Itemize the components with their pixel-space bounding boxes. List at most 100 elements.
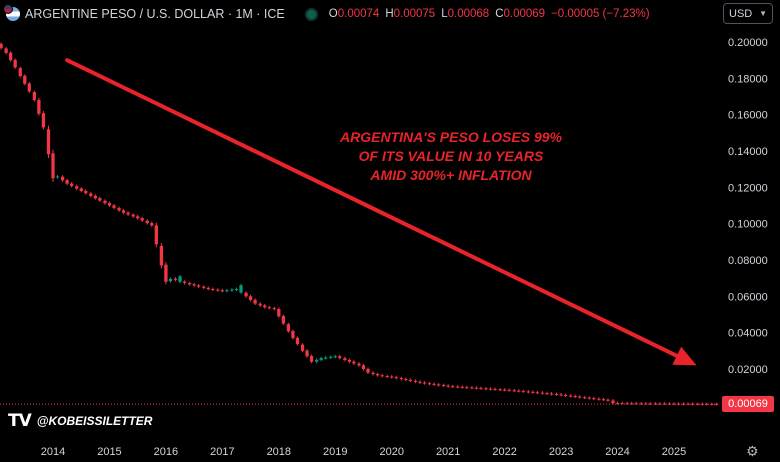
change-value: −0.00005 (−7.23%)	[551, 8, 650, 20]
candle-body	[314, 359, 319, 362]
candle-body	[145, 220, 149, 224]
candle-body	[4, 48, 8, 53]
candle-body	[338, 356, 342, 359]
candle-body	[446, 385, 450, 387]
candle-body	[507, 389, 511, 391]
candle-body	[140, 218, 144, 221]
candle-body	[239, 285, 243, 293]
candle-body	[394, 377, 398, 379]
candle-body	[9, 52, 13, 61]
x-tick-label: 2022	[492, 446, 516, 458]
candle-body	[690, 403, 695, 405]
candle-body	[606, 399, 610, 401]
candle-body	[418, 381, 422, 383]
candle-body	[295, 337, 300, 345]
candle-body	[545, 393, 549, 395]
candle-body	[352, 361, 356, 364]
candle-body	[648, 403, 652, 405]
x-tick-label: 2014	[41, 446, 65, 458]
last-price-label: 0.00069	[722, 396, 774, 412]
candle-body	[263, 305, 267, 308]
x-tick-label: 2016	[154, 446, 178, 458]
candle-body	[202, 286, 206, 288]
candle-body	[258, 303, 262, 306]
candle-body	[230, 289, 234, 291]
symbol-title[interactable]: ARGENTINE PESO / U.S. DOLLAR · 1M · ICE	[25, 7, 285, 21]
candle-body	[319, 358, 323, 360]
candle-body	[103, 200, 107, 204]
candle-body	[225, 290, 229, 292]
y-tick-label: 0.08000	[728, 255, 768, 267]
x-tick-label: 2021	[436, 446, 460, 458]
x-tick-label: 2019	[323, 446, 347, 458]
candle-body	[136, 216, 140, 219]
candle-body	[187, 283, 192, 285]
candle-body	[375, 374, 380, 376]
candle-body	[578, 396, 582, 398]
market-status-icon[interactable]	[306, 9, 316, 19]
candle-body	[658, 403, 662, 405]
candle-body	[46, 129, 51, 155]
x-tick-label: 2018	[267, 446, 291, 458]
candle-body	[427, 383, 432, 385]
gear-icon[interactable]: ⚙	[746, 443, 759, 459]
candle-body	[55, 176, 60, 178]
candle-body	[305, 350, 309, 357]
candles	[0, 42, 718, 406]
candle-body	[267, 307, 271, 309]
candle-body	[79, 188, 83, 191]
candle-body	[436, 384, 441, 386]
candle-body	[197, 285, 201, 287]
candle-body	[168, 278, 173, 282]
candle-body	[465, 387, 469, 389]
candle-body	[18, 68, 22, 77]
candle-body	[300, 344, 305, 351]
candle-body	[630, 403, 634, 405]
price-axis[interactable]: 0.20000 0.18000 0.16000 0.14000 0.12000 0.100…	[728, 37, 768, 376]
time-axis[interactable]: 2014 2015 2016 2017 2018 2019 2020 2021 2022 2023…	[41, 446, 686, 458]
candle-body	[69, 183, 74, 187]
candle-body	[206, 287, 210, 290]
y-tick-label: 0.16000	[728, 110, 768, 122]
candle-body	[112, 205, 116, 208]
author-handle: @KOBEISSILETTER	[36, 414, 153, 428]
candle-body	[361, 365, 366, 369]
candle-body	[27, 83, 31, 92]
trend-arrow-shaft	[65, 58, 679, 358]
candle-body	[390, 376, 394, 378]
candle-body	[493, 388, 497, 390]
usd-flag-icon	[3, 4, 13, 14]
candle-body	[573, 396, 577, 398]
candle-body	[696, 403, 700, 405]
candle-body	[484, 388, 488, 390]
candle-body	[672, 403, 676, 405]
candle-body	[521, 391, 525, 393]
tradingview-logo-icon[interactable]: TV	[8, 411, 32, 431]
candle-body	[121, 210, 126, 213]
x-tick-label: 2015	[97, 446, 121, 458]
y-tick-label: 0.04000	[728, 328, 768, 340]
y-tick-label: 0.14000	[728, 146, 768, 158]
currency-button[interactable]: USD ▼	[723, 3, 773, 24]
candle-body	[615, 403, 620, 405]
candle-body	[559, 394, 563, 396]
candle-body	[277, 309, 281, 317]
symbol-header: ARGENTINE PESO / U.S. DOLLAR · 1M · ICE …	[3, 4, 650, 22]
candle-body	[117, 208, 121, 211]
candle-body	[451, 386, 455, 388]
candle-body	[470, 387, 474, 389]
candle-body	[126, 212, 130, 215]
candle-body	[211, 289, 215, 291]
candle-body	[281, 316, 285, 324]
candle-body	[385, 375, 389, 377]
candle-body	[371, 372, 375, 375]
candle-body	[662, 403, 667, 405]
candle-body	[526, 391, 530, 393]
x-tick-label: 2023	[549, 446, 573, 458]
candle-body	[234, 289, 239, 291]
candle-body	[84, 190, 88, 194]
candle-body	[592, 398, 596, 400]
candle-body	[178, 276, 182, 282]
ars-flag-icon	[3, 4, 20, 21]
